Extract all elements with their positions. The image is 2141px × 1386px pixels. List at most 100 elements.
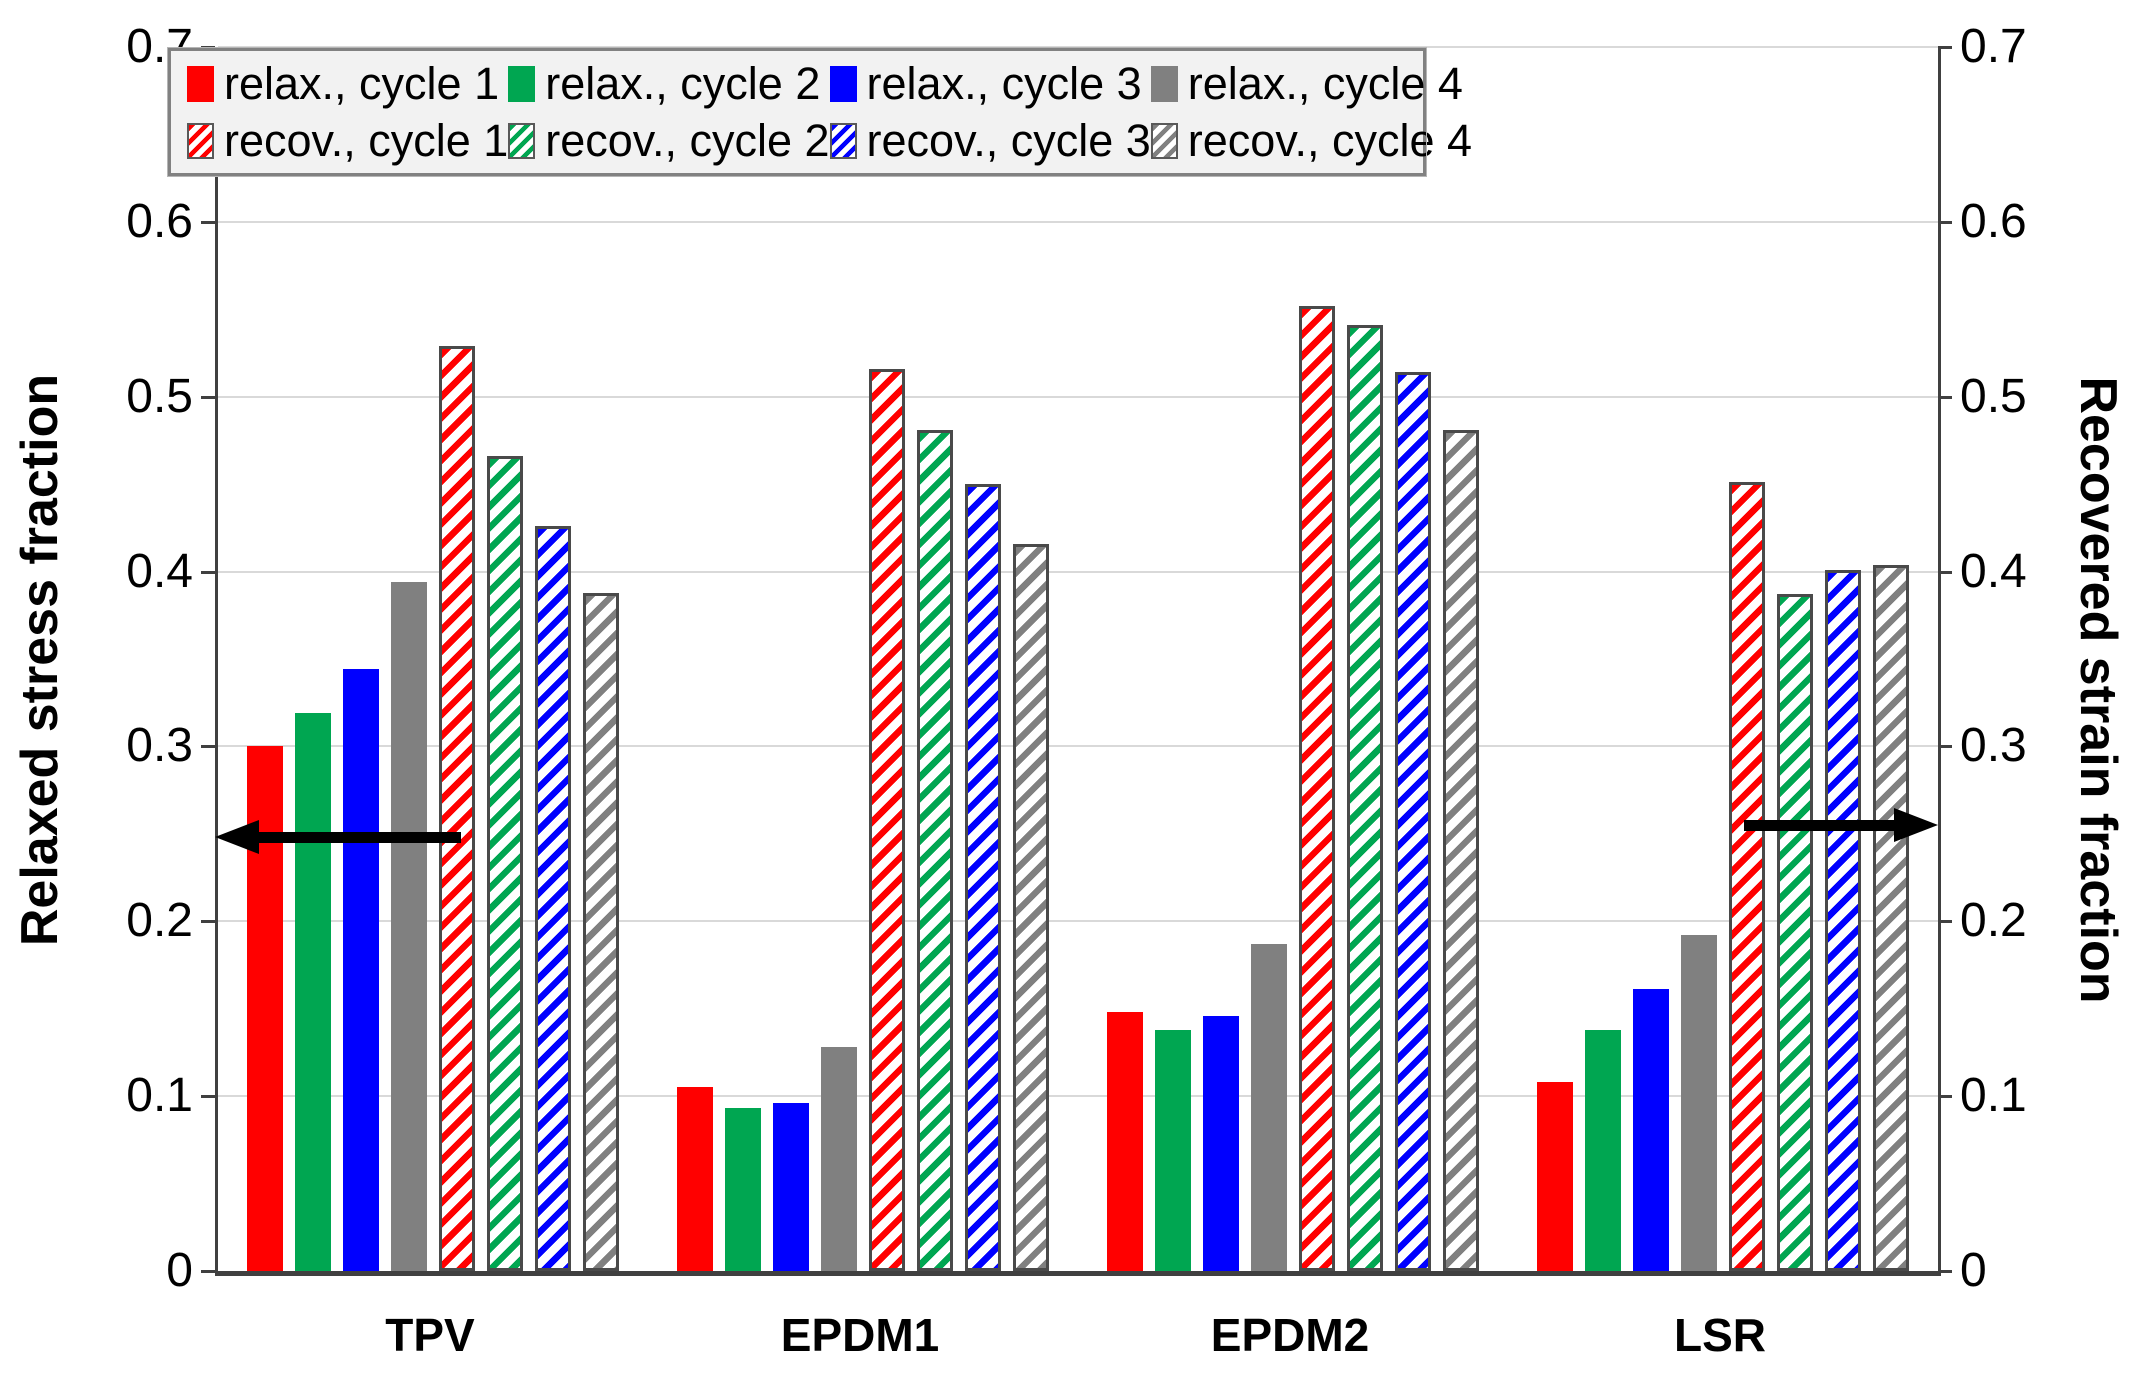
legend-label: recov., cycle 4	[1187, 114, 1473, 166]
right-tick-mark	[1938, 920, 1952, 924]
right-tick-label-0.5: 0.5	[1960, 369, 2027, 423]
legend-item-recov-cycle-2: recov., cycle 2	[508, 114, 830, 166]
legend-label: recov., cycle 3	[866, 114, 1151, 166]
right-tick-label-0.1: 0.1	[1960, 1069, 2027, 1123]
left-tick-mark	[201, 745, 215, 749]
right-tick-label-0.4: 0.4	[1960, 544, 2027, 598]
legend-label: relax., cycle 2	[545, 57, 821, 109]
bar-EPDM2-recov-cycle-4	[1443, 429, 1479, 1271]
left-tick-mark	[201, 570, 215, 574]
bar-TPV-relax-cycle-3	[343, 669, 379, 1271]
bar-EPDM1-recov-cycle-2	[917, 429, 953, 1271]
bar-EPDM2-recov-cycle-2	[1347, 325, 1383, 1271]
bar-LSR-relax-cycle-1	[1537, 1082, 1573, 1271]
right-arrowhead-icon	[1894, 808, 1938, 842]
right-tick-mark	[1938, 745, 1952, 749]
bar-TPV-relax-cycle-2	[295, 713, 331, 1271]
left-tick-label-0.2: 0.2	[126, 894, 193, 948]
legend-swatch-solid-icon	[508, 65, 536, 102]
category-label-EPDM1: EPDM1	[780, 1309, 940, 1361]
left-tick-mark	[201, 1270, 215, 1273]
gridline-0.2	[218, 920, 1938, 923]
left-tick-label-0.5: 0.5	[126, 369, 193, 423]
right-tick-mark	[1938, 220, 1952, 224]
bar-EPDM1-relax-cycle-1	[677, 1087, 713, 1271]
right-tick-label-0.7: 0.7	[1960, 20, 2027, 73]
right-tick-mark	[1938, 1270, 1952, 1273]
right-axis-title: Recovered strain fraction	[2069, 376, 2127, 1004]
left-tick-mark	[201, 1095, 215, 1099]
right-tick-label-0.6: 0.6	[1960, 194, 2027, 248]
bar-TPV-recov-cycle-1	[439, 346, 475, 1271]
right-tick-mark	[1938, 570, 1952, 574]
legend: relax., cycle 1 relax., cycle 2 relax., cy…	[167, 47, 1472, 177]
bar-EPDM2-recov-cycle-1	[1299, 305, 1335, 1271]
left-tick-label-0.4: 0.4	[126, 544, 193, 598]
left-tick-label-0: 0	[166, 1244, 193, 1297]
gridline-0.6	[218, 220, 1938, 223]
legend-swatch-solid-icon	[187, 65, 214, 102]
left-axis-title: Relaxed stress fraction	[11, 373, 69, 947]
legend-item-relax-cycle-3: relax., cycle 3	[829, 57, 1151, 109]
gridline-0.4	[218, 570, 1938, 573]
left-tick-mark	[201, 46, 215, 49]
bar-EPDM2-relax-cycle-2	[1155, 1029, 1191, 1271]
bar-EPDM1-recov-cycle-3	[965, 484, 1001, 1271]
legend-swatch-hatched-icon	[508, 122, 536, 159]
bar-LSR-recov-cycle-1	[1729, 482, 1765, 1271]
legend-label: recov., cycle 2	[545, 114, 830, 166]
bar-TPV-recov-cycle-3	[535, 526, 571, 1271]
bar-EPDM1-relax-cycle-3	[773, 1103, 809, 1271]
gridline-0.3	[218, 745, 1938, 748]
legend-item-recov-cycle-1: recov., cycle 1	[187, 116, 508, 166]
bar-EPDM1-relax-cycle-4	[821, 1047, 857, 1271]
bar-EPDM1-relax-cycle-2	[725, 1108, 761, 1271]
legend-item-relax-cycle-2: relax., cycle 2	[508, 59, 829, 109]
bar-TPV-recov-cycle-4	[583, 592, 619, 1271]
right-tick-label-0.3: 0.3	[1960, 719, 2027, 773]
bar-LSR-recov-cycle-4	[1873, 564, 1909, 1271]
bar-LSR-recov-cycle-3	[1825, 569, 1861, 1271]
right-axis-arrow	[1744, 808, 1938, 842]
legend-swatch-solid-icon	[1150, 65, 1178, 102]
right-tick-label-0.2: 0.2	[1960, 894, 2027, 948]
right-tick-mark	[1938, 46, 1952, 49]
right-tick-mark	[1938, 395, 1952, 399]
bar-EPDM2-relax-cycle-3	[1203, 1015, 1239, 1271]
legend-label: relax., cycle 1	[224, 57, 500, 109]
legend-swatch-hatched-icon	[829, 122, 857, 159]
bar-LSR-relax-cycle-3	[1633, 989, 1669, 1271]
left-tick-mark	[201, 395, 215, 399]
bar-TPV-relax-cycle-4	[391, 582, 427, 1271]
legend-swatch-hatched-icon	[187, 122, 214, 159]
bar-EPDM2-relax-cycle-1	[1107, 1012, 1143, 1271]
bar-EPDM2-recov-cycle-3	[1395, 372, 1431, 1271]
gridline-0.5	[218, 395, 1938, 398]
legend-item-recov-cycle-4: recov., cycle 4	[1150, 114, 1473, 166]
gridline-0.1	[218, 1095, 1938, 1098]
legend-label: recov., cycle 1	[224, 114, 509, 166]
legend-item-relax-cycle-4: relax., cycle 4	[1150, 57, 1472, 109]
bar-LSR-recov-cycle-2	[1777, 594, 1813, 1271]
legend-item-recov-cycle-3: recov., cycle 3	[829, 114, 1151, 166]
bar-EPDM1-recov-cycle-1	[869, 368, 905, 1271]
left-axis-arrow	[215, 820, 461, 854]
bar-LSR-relax-cycle-2	[1585, 1029, 1621, 1271]
legend-label: relax., cycle 4	[1187, 57, 1463, 109]
left-tick-label-0.6: 0.6	[126, 194, 193, 248]
bar-TPV-recov-cycle-2	[487, 456, 523, 1271]
left-tick-mark	[201, 220, 215, 224]
right-tick-label-0: 0	[1960, 1244, 1987, 1297]
legend-item-relax-cycle-1: relax., cycle 1	[187, 59, 508, 109]
bar-EPDM2-relax-cycle-4	[1251, 944, 1287, 1271]
left-tick-label-0.3: 0.3	[126, 719, 193, 773]
bar-EPDM1-recov-cycle-4	[1013, 543, 1049, 1271]
category-label-TPV: TPV	[385, 1309, 475, 1361]
plot-area	[215, 46, 1941, 1276]
left-tick-mark	[201, 920, 215, 924]
legend-label: relax., cycle 3	[866, 57, 1142, 109]
category-label-EPDM2: EPDM2	[1210, 1309, 1370, 1361]
gridline-0.7	[218, 46, 1938, 48]
legend-swatch-solid-icon	[829, 65, 857, 102]
